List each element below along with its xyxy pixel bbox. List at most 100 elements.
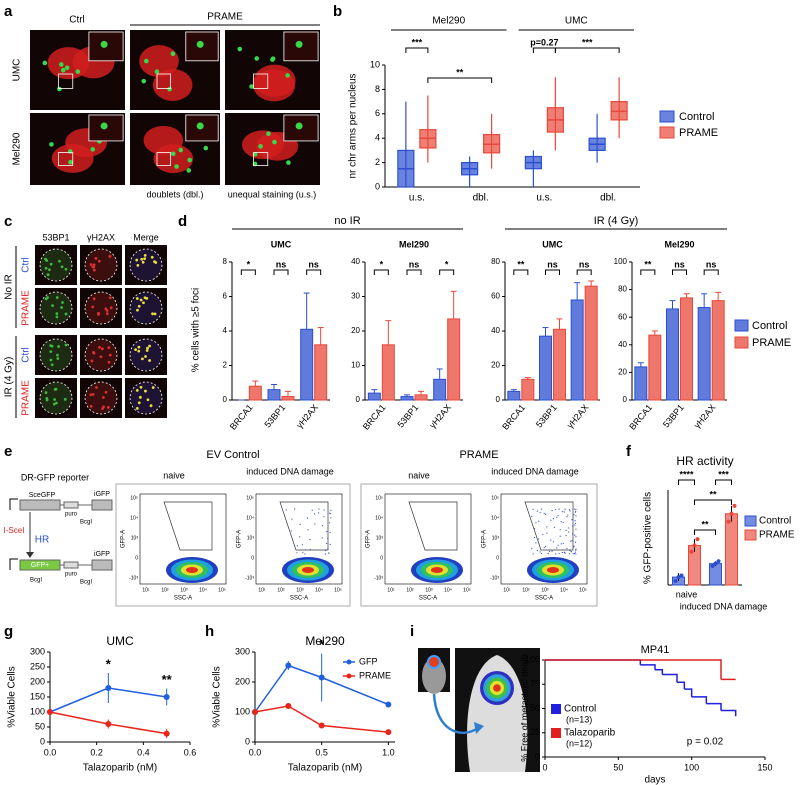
y-tick-label: 0 (496, 395, 501, 404)
diagram-title: DR-GFP reporter (21, 472, 89, 482)
nucleus (129, 291, 163, 325)
focus (153, 312, 157, 316)
nucleus (39, 381, 73, 415)
fish-signal (75, 69, 81, 74)
event (309, 548, 311, 551)
bar (433, 378, 447, 401)
focus (151, 312, 154, 316)
x-tick-label: 0.0 (44, 747, 57, 757)
significance-label: *** (718, 469, 729, 479)
fish-signal (295, 122, 303, 130)
fish-signal (272, 139, 277, 145)
bar (553, 328, 566, 401)
y-axis-label: %Viable Cells (7, 666, 18, 728)
significance-label: * (319, 637, 325, 652)
x-tick-label: 10³ (541, 587, 549, 593)
nucleus (129, 381, 163, 415)
event (556, 516, 558, 518)
y-tick-label: 10³ (247, 535, 255, 541)
event (574, 534, 576, 536)
mouse-body (422, 658, 446, 694)
event (532, 508, 534, 510)
event (574, 520, 576, 522)
subplot-title: UMC (542, 239, 563, 249)
y-tick-label: 10⁴ (130, 515, 138, 521)
event (301, 544, 303, 546)
legend-label: PRAME (679, 127, 718, 139)
significance-bracket (532, 47, 556, 53)
chart-title: UMC (106, 634, 134, 648)
panel-letter: g (4, 623, 13, 640)
bar (300, 328, 314, 401)
row-label: Mel290 (12, 132, 23, 165)
legend-swatch (551, 704, 561, 714)
group-label: PRAME (459, 449, 498, 461)
x-tick-label: 53BP1 (534, 402, 559, 429)
micrograph (35, 245, 77, 285)
event (568, 527, 570, 529)
image-background (35, 288, 77, 328)
significance-bracket (554, 47, 620, 53)
significance-label: ** (701, 519, 709, 529)
significance-label: ns (547, 259, 558, 269)
fish-signal (170, 151, 176, 157)
focus (46, 273, 50, 277)
event (324, 553, 326, 555)
legend-label: Talazoparib (564, 728, 616, 739)
event (321, 525, 324, 527)
focus (108, 296, 112, 300)
focus (146, 346, 149, 350)
y-tick-label: -10³ (490, 575, 499, 581)
event (535, 542, 537, 544)
fish-signal (196, 122, 204, 130)
focus (101, 396, 105, 399)
event (533, 536, 536, 539)
focus (137, 304, 141, 308)
fish-signal (100, 122, 108, 130)
replicate-dot (732, 503, 737, 508)
event (330, 509, 332, 512)
x-axis-label: Talazoparib (nM) (288, 763, 362, 774)
marker-box (63, 501, 79, 509)
y-axis-label: GFP-A (366, 530, 372, 548)
significance-bracket (694, 499, 732, 505)
event (562, 542, 564, 544)
x-axis-label: days (644, 775, 665, 785)
fish-signal (167, 86, 172, 92)
significance-label: ns (409, 259, 420, 269)
bar (634, 366, 648, 401)
panel-letter: c (4, 213, 12, 230)
focus (55, 401, 58, 405)
bar (367, 392, 381, 401)
y-tick-label: 80 (491, 257, 500, 266)
focus (142, 301, 145, 305)
focus (92, 268, 96, 272)
bar (414, 394, 428, 401)
group-frame (360, 483, 598, 607)
focus (49, 262, 53, 266)
focus (97, 311, 100, 315)
x-tick-label: 10² (522, 587, 530, 593)
focus (55, 312, 59, 316)
significance-label: *** (582, 37, 593, 47)
event (307, 529, 309, 531)
focus (49, 350, 53, 354)
y-axis-label: GFP-A (121, 530, 127, 548)
focus (92, 297, 96, 301)
arrow-head (474, 722, 484, 734)
diagram-label: GFP+ (31, 562, 49, 569)
event (323, 509, 325, 511)
event (543, 546, 545, 549)
x-tick-label: BRCA1 (627, 402, 654, 431)
focus (107, 346, 111, 350)
y-axis-label: nr chr arms per nucleus (348, 73, 359, 178)
y-tick-label: 300 (235, 646, 250, 656)
significance-bracket (545, 269, 560, 275)
replicate-dot (716, 559, 721, 564)
marker (285, 703, 292, 709)
significance-label: * (247, 259, 251, 269)
fish-signal (100, 40, 108, 48)
group-label: UMC (565, 16, 588, 27)
marker (385, 701, 392, 708)
density-contour (431, 567, 443, 573)
